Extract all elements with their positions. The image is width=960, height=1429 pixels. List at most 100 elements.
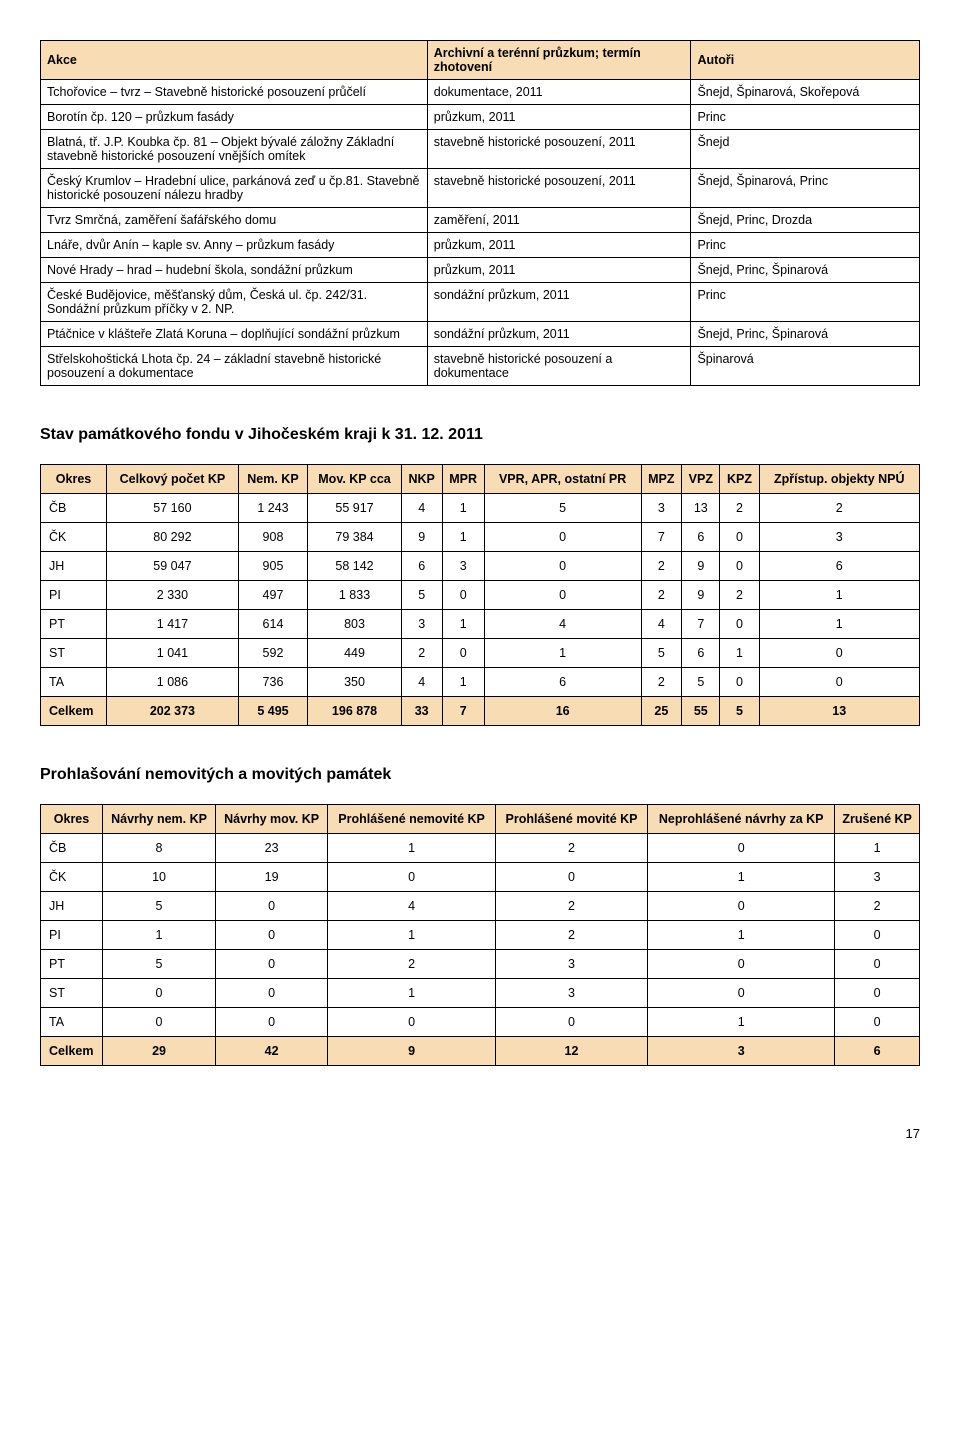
cell: 0 xyxy=(328,863,496,892)
cell: 2 xyxy=(759,494,919,523)
table-row: Tchořovice – tvrz – Stavebně historické … xyxy=(41,80,920,105)
cell: průzkum, 2011 xyxy=(427,258,691,283)
cell: 79 384 xyxy=(308,523,402,552)
cell: Šnejd, Princ, Špinarová xyxy=(691,322,920,347)
cell: Šnejd, Princ, Drozda xyxy=(691,208,920,233)
col-header: Návrhy nem. KP xyxy=(102,805,215,834)
cell: 497 xyxy=(238,581,307,610)
cell: PT xyxy=(41,950,103,979)
cell: 5 xyxy=(484,494,641,523)
cell: 1 xyxy=(759,581,919,610)
col-header: Prohlášené movité KP xyxy=(495,805,647,834)
section-title-prohl: Prohlašování nemovitých a movitých památ… xyxy=(40,766,920,784)
col-header: VPZ xyxy=(682,465,720,494)
cell: 0 xyxy=(759,639,919,668)
cell: 16 xyxy=(484,697,641,726)
cell: 2 330 xyxy=(107,581,239,610)
col-header: Celkový počet KP xyxy=(107,465,239,494)
cell: 0 xyxy=(484,581,641,610)
table-row: ČK10190013 xyxy=(41,863,920,892)
cell: 12 xyxy=(495,1037,647,1066)
cell: 2 xyxy=(328,950,496,979)
cell: 4 xyxy=(401,494,442,523)
cell: dokumentace, 2011 xyxy=(427,80,691,105)
cell: Princ xyxy=(691,105,920,130)
cell: 1 xyxy=(484,639,641,668)
cell: 0 xyxy=(720,668,759,697)
table-row: ČK80 29290879 3849107603 xyxy=(41,523,920,552)
cell: 0 xyxy=(102,1008,215,1037)
survey-table-head: Akce Archivní a terénní průzkum; termín … xyxy=(41,41,920,80)
cell: 0 xyxy=(835,1008,920,1037)
cell: 1 xyxy=(102,921,215,950)
cell: 57 160 xyxy=(107,494,239,523)
cell: JH xyxy=(41,892,103,921)
cell: 19 xyxy=(216,863,328,892)
col-header: Okres xyxy=(41,465,107,494)
cell: Šnejd, Špinarová, Princ xyxy=(691,169,920,208)
stav-table: OkresCelkový počet KPNem. KPMov. KP ccaN… xyxy=(40,464,920,726)
cell: 6 xyxy=(835,1037,920,1066)
section-title-stav: Stav památkového fondu v Jihočeském kraj… xyxy=(40,426,920,444)
cell: 0 xyxy=(328,1008,496,1037)
cell: ST xyxy=(41,979,103,1008)
cell: 1 xyxy=(328,979,496,1008)
cell: 9 xyxy=(401,523,442,552)
cell: 13 xyxy=(759,697,919,726)
table-row: Lnáře, dvůr Anín – kaple sv. Anny – průz… xyxy=(41,233,920,258)
table-row: České Budějovice, měšťanský dům, Česká u… xyxy=(41,283,920,322)
cell: 33 xyxy=(401,697,442,726)
cell: 29 xyxy=(102,1037,215,1066)
cell: 0 xyxy=(495,863,647,892)
cell: 1 086 xyxy=(107,668,239,697)
cell: stavebně historické posouzení a dokument… xyxy=(427,347,691,386)
cell: 908 xyxy=(238,523,307,552)
prohl-table-body: ČB8231201ČK10190013JH504202PI101210PT502… xyxy=(41,834,920,1066)
cell: 7 xyxy=(682,610,720,639)
cell: zaměření, 2011 xyxy=(427,208,691,233)
cell: 614 xyxy=(238,610,307,639)
cell: 2 xyxy=(641,668,682,697)
col-header: Zrušené KP xyxy=(835,805,920,834)
cell: 0 xyxy=(648,834,835,863)
cell: 1 xyxy=(648,921,835,950)
cell: 0 xyxy=(648,892,835,921)
cell: 7 xyxy=(641,523,682,552)
cell: 0 xyxy=(835,921,920,950)
stav-table-body: ČB57 1601 24355 91741531322ČK80 29290879… xyxy=(41,494,920,726)
cell: 1 417 xyxy=(107,610,239,639)
table-total-row: Celkem294291236 xyxy=(41,1037,920,1066)
cell: ČK xyxy=(41,863,103,892)
cell: 6 xyxy=(401,552,442,581)
cell: 3 xyxy=(442,552,484,581)
cell: ČB xyxy=(41,494,107,523)
cell: 0 xyxy=(759,668,919,697)
cell: 1 xyxy=(442,668,484,697)
table-row: Český Krumlov – Hradební ulice, parkánov… xyxy=(41,169,920,208)
cell: 8 xyxy=(102,834,215,863)
table-row: Tvrz Smrčná, zaměření šafářského domuzam… xyxy=(41,208,920,233)
cell: 0 xyxy=(216,1008,328,1037)
cell: stavebně historické posouzení, 2011 xyxy=(427,169,691,208)
cell: 6 xyxy=(484,668,641,697)
cell: 449 xyxy=(308,639,402,668)
cell: 803 xyxy=(308,610,402,639)
cell: 3 xyxy=(648,1037,835,1066)
cell: 25 xyxy=(641,697,682,726)
cell: 1 833 xyxy=(308,581,402,610)
cell: 3 xyxy=(641,494,682,523)
cell: 2 xyxy=(495,921,647,950)
cell: PI xyxy=(41,581,107,610)
cell: Tchořovice – tvrz – Stavebně historické … xyxy=(41,80,428,105)
cell: Šnejd, Princ, Špinarová xyxy=(691,258,920,283)
col-header-archiv: Archivní a terénní průzkum; termín zhoto… xyxy=(427,41,691,80)
cell: TA xyxy=(41,1008,103,1037)
cell: 10 xyxy=(102,863,215,892)
cell: 5 xyxy=(102,892,215,921)
cell: TA xyxy=(41,668,107,697)
col-header-akce: Akce xyxy=(41,41,428,80)
cell: 1 xyxy=(328,921,496,950)
cell: 2 xyxy=(641,552,682,581)
cell: 0 xyxy=(442,581,484,610)
cell: 2 xyxy=(641,581,682,610)
